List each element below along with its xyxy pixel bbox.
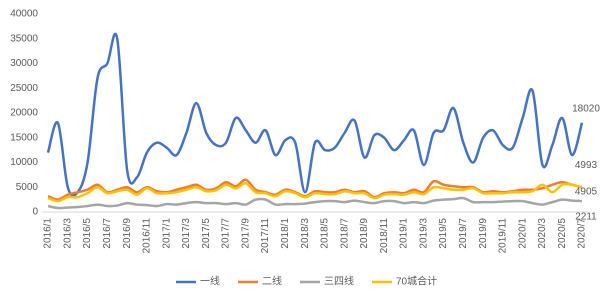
x-tick-label: 2017/3 [181, 218, 192, 249]
x-tick-label: 2017/7 [221, 218, 232, 249]
x-tick-label: 2018/1 [280, 218, 291, 249]
y-tick-label: 20000 [10, 108, 38, 119]
x-tick-label: 2017/11 [260, 218, 271, 254]
x-tick-label: 2016/7 [102, 218, 113, 249]
x-tick-label: 2017/5 [201, 218, 212, 249]
data-label: 4993 [575, 160, 598, 171]
y-tick-label: 0 [32, 207, 38, 218]
legend-label: 70城合计 [396, 275, 437, 288]
x-tick-label: 2020/3 [537, 218, 548, 249]
x-tick-label: 2016/9 [122, 218, 133, 249]
x-tick-label: 2016/1 [43, 218, 54, 249]
x-tick-label: 2020/5 [557, 218, 568, 249]
data-label: 4905 [575, 186, 598, 197]
series-line [47, 196, 583, 210]
x-tick-label: 2019/3 [418, 218, 429, 249]
x-tick-label: 2019/7 [458, 218, 469, 249]
x-tick-label: 2016/3 [62, 218, 73, 249]
x-tick-label: 2020/7 [577, 218, 588, 249]
x-tick-label: 2017/9 [240, 218, 251, 249]
y-tick-label: 35000 [10, 33, 38, 44]
data-label: 2211 [575, 212, 597, 223]
x-tick-label: 2018/11 [379, 218, 390, 254]
x-tick-label: 2018/3 [300, 218, 311, 249]
y-tick-label: 10000 [10, 157, 38, 168]
x-tick-label: 2017/1 [161, 218, 172, 249]
y-tick-label: 30000 [10, 58, 38, 69]
x-tick-label: 2018/9 [359, 218, 370, 249]
x-tick-label: 2018/7 [339, 218, 350, 249]
legend-label: 二线 [262, 275, 282, 288]
data-label: 18020 [572, 103, 600, 114]
x-tick-label: 2016/5 [82, 218, 93, 249]
x-tick-label: 2016/11 [142, 218, 153, 254]
series-line [47, 178, 583, 201]
y-tick-label: 5000 [16, 182, 39, 193]
series-line [46, 32, 584, 197]
y-tick-label: 40000 [10, 9, 38, 20]
legend-label: 一线 [200, 275, 220, 288]
x-tick-label: 2019/9 [478, 218, 489, 249]
x-tick-label: 2018/5 [320, 218, 331, 249]
x-tick-label: 2020/1 [517, 218, 528, 249]
legend-label: 三四线 [324, 275, 354, 288]
x-tick-label: 2019/1 [399, 218, 410, 249]
x-tick-label: 2019/5 [438, 218, 449, 249]
series-line [47, 182, 583, 203]
y-tick-label: 25000 [10, 83, 38, 94]
y-tick-label: 15000 [10, 132, 38, 143]
x-tick-label: 2019/11 [498, 218, 509, 254]
